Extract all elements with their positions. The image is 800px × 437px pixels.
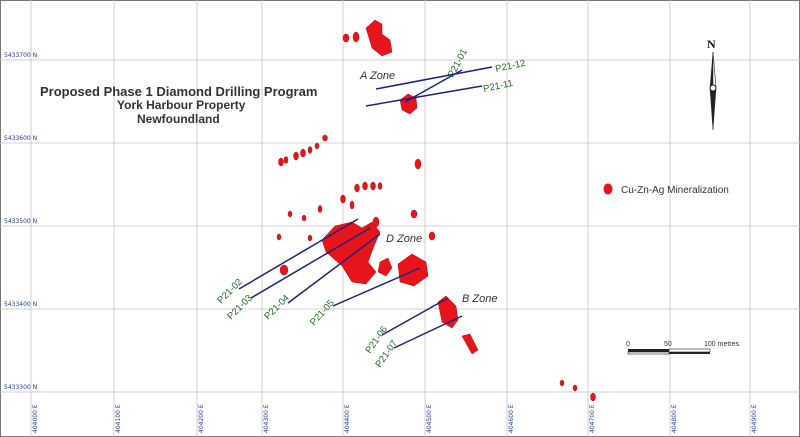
mineralization-body — [354, 183, 360, 193]
mineralization-body — [307, 234, 313, 242]
map-subtitle: York Harbour Property — [117, 98, 246, 112]
mineralization-body — [349, 200, 355, 210]
drill-trace-p21-02 — [238, 218, 359, 290]
drill-trace-p21-11 — [365, 85, 483, 107]
mineralization-body — [307, 146, 313, 154]
easting-label: 404400 E — [344, 404, 351, 433]
mineralization-body — [377, 257, 393, 277]
mineralization-body — [352, 31, 360, 43]
northing-labels: 5433700 N 5433600 N 5433500 N 5433400 N … — [4, 52, 37, 391]
mineralization-body — [414, 158, 422, 170]
drill-trace-p21-04 — [287, 233, 381, 304]
mineralization-body — [428, 231, 436, 241]
mineralization-body — [461, 333, 479, 355]
mineralization-body — [300, 148, 306, 158]
scale-label-100: 100 metres — [704, 341, 740, 348]
northing-label: 5433700 N — [4, 52, 37, 59]
mineralization-body — [559, 379, 565, 387]
legend-label: Cu-Zn-Ag Mineralization — [621, 185, 729, 196]
northing-label: 5433400 N — [4, 301, 37, 308]
legend-swatch — [603, 183, 613, 195]
mineralization-body — [362, 181, 368, 191]
mineralization-body — [317, 205, 323, 213]
mineralization-body — [321, 221, 381, 285]
mineralization-body — [342, 33, 350, 43]
drill-trace-p21-12 — [375, 66, 493, 90]
easting-label: 404100 E — [115, 404, 122, 433]
zone-label-d: D Zone — [386, 233, 422, 245]
mineralization-body — [278, 157, 284, 167]
drill-trace-p21-05 — [332, 267, 421, 307]
mineralization-body — [276, 233, 282, 241]
drill-trace-p21-03 — [250, 227, 371, 299]
drill-trace-p21-01 — [404, 69, 463, 103]
drill-traces — [238, 66, 493, 349]
mineralization-body — [279, 264, 289, 276]
mineralization-body — [340, 194, 346, 204]
mineralization-body — [370, 181, 376, 191]
scale-bar: 0 50 100 metres — [626, 341, 740, 355]
mineralization-body — [410, 209, 418, 219]
northing-label: 5433600 N — [4, 135, 37, 142]
mineralization-body — [314, 142, 320, 150]
drill-trace-p21-07 — [393, 315, 463, 349]
northing-label: 5433500 N — [4, 218, 37, 225]
north-arrow-label: N — [707, 37, 716, 51]
north-arrow: N — [707, 37, 717, 131]
scale-label-0: 0 — [626, 341, 630, 348]
mineralization-body — [377, 182, 383, 190]
zone-label-b: B Zone — [462, 293, 497, 305]
easting-label: 404200 E — [198, 404, 205, 433]
mineralization-body — [293, 151, 299, 161]
easting-label: 404600 E — [508, 404, 515, 433]
easting-label: 404000 E — [32, 404, 39, 433]
mineralization-body — [572, 384, 578, 392]
northing-label: 5433300 N — [4, 384, 37, 391]
scale-label-50: 50 — [664, 341, 672, 348]
mineralization-body — [301, 214, 307, 222]
drill-trace-p21-06 — [381, 297, 449, 336]
easting-labels: 404000 E 404100 E 404200 E 404300 E 4044… — [32, 404, 758, 433]
legend: Cu-Zn-Ag Mineralization — [603, 183, 729, 196]
mineralization-body — [397, 253, 429, 287]
easting-label: 404500 E — [426, 404, 433, 433]
easting-label: 404300 E — [263, 404, 270, 433]
map-title: Proposed Phase 1 Diamond Drilling Progra… — [40, 84, 318, 99]
mineralization-body — [322, 134, 328, 142]
mineralization-body — [365, 19, 393, 57]
map-location: Newfoundland — [137, 112, 220, 126]
easting-label: 404700 E — [589, 404, 596, 433]
mineralization-body — [283, 156, 289, 164]
easting-label: 404900 E — [751, 404, 758, 433]
easting-label: 404800 E — [671, 404, 678, 433]
mineralization-body — [590, 392, 596, 402]
mineralization-body — [372, 216, 380, 228]
zone-label-a: A Zone — [359, 70, 395, 82]
mineralization-body — [287, 210, 293, 218]
